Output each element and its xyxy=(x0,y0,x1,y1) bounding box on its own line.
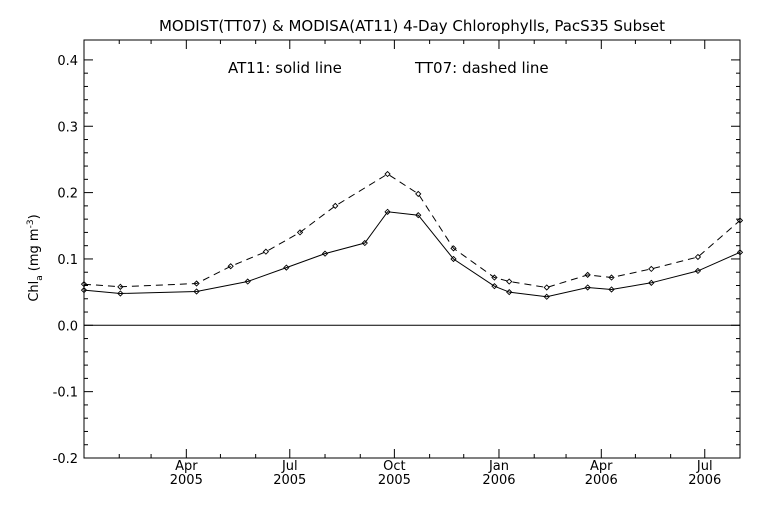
data-point-solid xyxy=(608,286,615,293)
y-axis-label-units-sup: -3 xyxy=(26,219,36,228)
x-tick-label-month: Oct xyxy=(383,459,405,474)
data-point-solid xyxy=(491,283,498,290)
data-point-dashed xyxy=(415,190,422,198)
y-axis-label-units: (mg m xyxy=(27,228,42,271)
data-point-dashed xyxy=(193,280,200,287)
data-point-dashed xyxy=(736,217,744,224)
x-tick-label-month: Jul xyxy=(696,459,713,474)
x-tick-label-year: 2005 xyxy=(378,473,411,488)
data-point-solid xyxy=(283,264,290,271)
series-line-solid xyxy=(83,211,741,298)
data-point-dashed xyxy=(227,263,234,270)
x-tick-label-month: Jan xyxy=(488,459,509,474)
y-axis: -0.2 -0.1 0.0 0.1 0.2 0.3 0.4 xyxy=(53,54,740,467)
data-point-solid xyxy=(361,239,368,247)
data-point-dashed xyxy=(80,281,88,288)
plot-border xyxy=(83,39,741,459)
data-point-dashed xyxy=(694,253,702,261)
data-point-dashed xyxy=(584,271,591,279)
data-point-solid xyxy=(244,278,251,285)
y-tick-label: -0.1 xyxy=(53,386,78,401)
x-tick-label-year: 2006 xyxy=(585,473,618,488)
y-tick-label: 0.1 xyxy=(57,253,78,268)
y-tick-label: 0.2 xyxy=(57,187,78,202)
data-point-solid xyxy=(694,267,702,275)
data-point-dashed xyxy=(648,265,655,273)
x-tick-label-month: Apr xyxy=(175,459,198,474)
data-point-dashed xyxy=(296,229,304,236)
chart-title: MODIST(TT07) & MODISA(AT11) 4-Day Chloro… xyxy=(159,17,665,35)
data-point-dashed xyxy=(543,284,550,291)
data-point-dashed xyxy=(608,274,615,281)
data-point-solid xyxy=(80,287,88,294)
y-axis-label-main: Chl xyxy=(27,281,42,302)
y-axis-label-close: ) xyxy=(27,214,42,219)
y-tick-label: 0.4 xyxy=(57,54,78,69)
data-point-dashed xyxy=(491,274,498,281)
data-point-solid xyxy=(543,293,550,300)
legend-annotation-tt07: TT07: dashed line xyxy=(414,59,549,77)
x-tick-label-year: 2006 xyxy=(482,473,515,488)
data-point-dashed xyxy=(117,283,124,290)
data-point-solid xyxy=(450,255,457,263)
data-point-solid xyxy=(321,250,329,257)
data-point-solid xyxy=(736,249,744,256)
data-point-solid xyxy=(506,288,513,296)
data-point-solid xyxy=(117,290,124,297)
data-point-solid xyxy=(384,208,391,215)
plot-frame xyxy=(83,39,741,459)
data-point-dashed xyxy=(450,245,457,252)
data-point-dashed xyxy=(384,170,391,178)
data-point-solid xyxy=(584,284,591,291)
y-axis-label: Chla (mg m-3) xyxy=(26,214,45,301)
legend-annotation-at11: AT11: solid line xyxy=(228,59,342,77)
data-point-dashed xyxy=(506,278,513,285)
y-axis-label-sub: a xyxy=(35,275,45,281)
x-tick-label-month: Jul xyxy=(281,459,298,474)
x-axis: Apr2005Jul2005Oct2005Jan2006Apr2006Jul20… xyxy=(118,40,721,488)
data-point-solid xyxy=(193,288,200,295)
x-tick-label-year: 2006 xyxy=(688,473,721,488)
data-point-dashed xyxy=(332,202,339,210)
y-tick-label: -0.2 xyxy=(53,452,78,467)
data-point-dashed xyxy=(262,248,270,255)
x-tick-label-year: 2005 xyxy=(170,473,203,488)
series-line-dashed xyxy=(83,173,741,289)
data-point-solid xyxy=(415,212,422,219)
x-tick-label-year: 2005 xyxy=(273,473,306,488)
x-tick-label-month: Apr xyxy=(590,459,613,474)
y-tick-label: 0.3 xyxy=(57,120,78,135)
data-point-solid xyxy=(648,279,655,286)
y-tick-label: 0.0 xyxy=(57,319,78,334)
series-layer xyxy=(80,170,744,300)
